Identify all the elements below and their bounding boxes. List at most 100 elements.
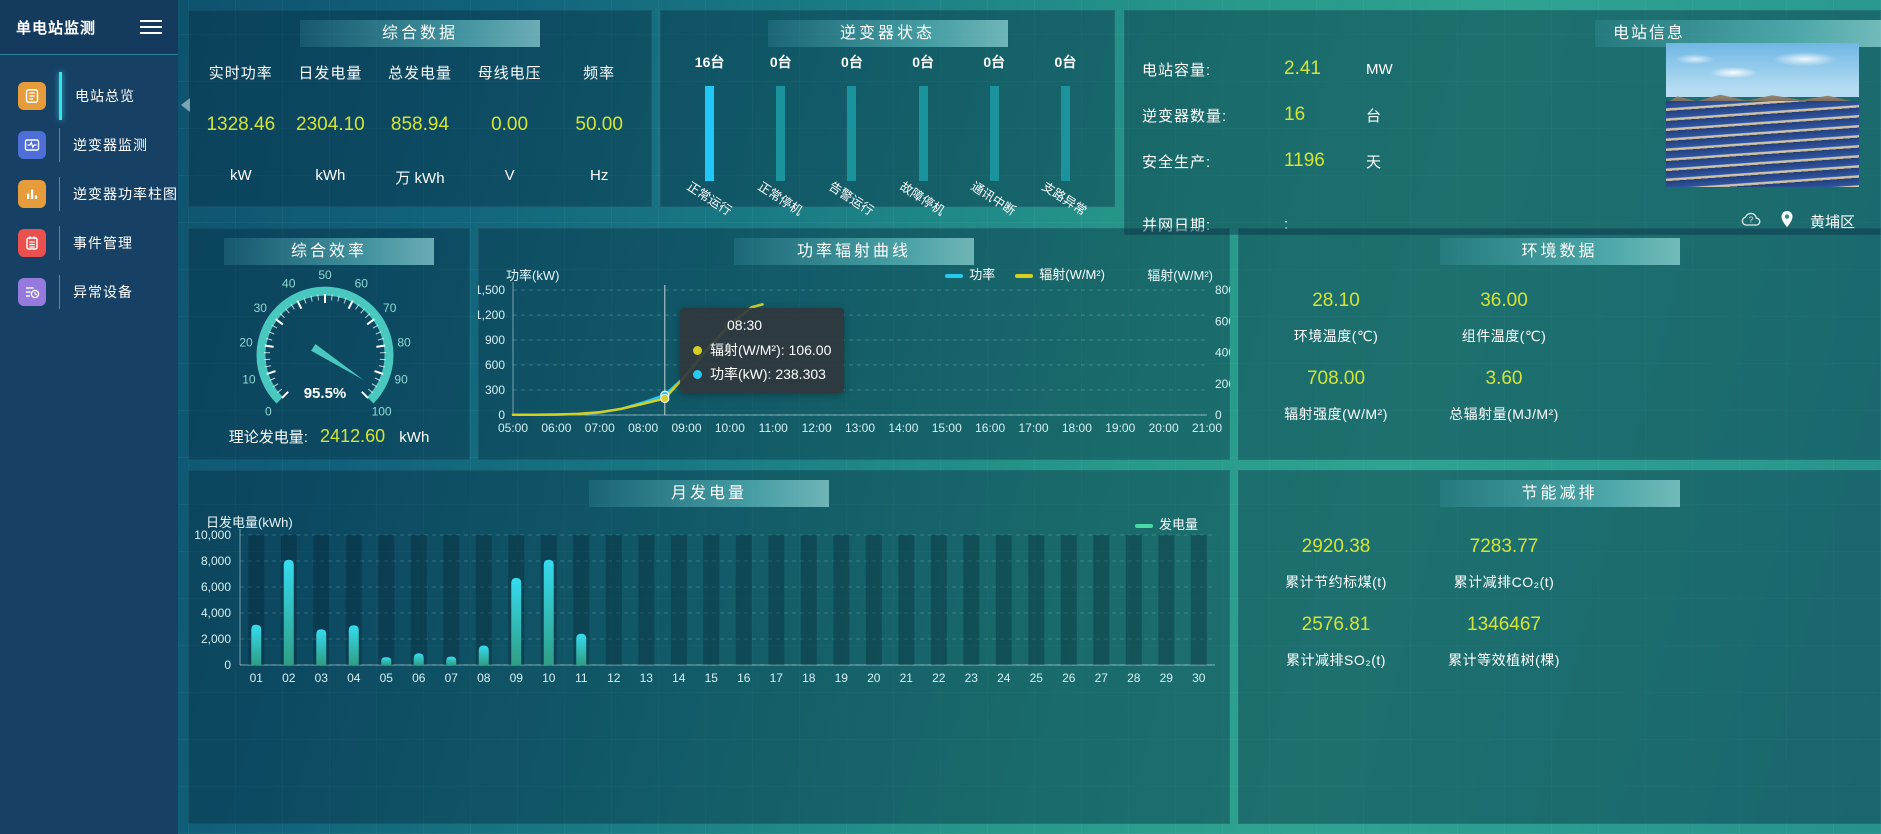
sidebar-item-1[interactable]: 电站总览 [0, 71, 178, 120]
svg-text:0: 0 [224, 658, 231, 672]
environment-stats: 28.10 环境温度(℃) 36.00 组件温度(℃) 708.00 辐射强度(W/M²)… [1252, 290, 1588, 424]
sidebar-collapse-arrow[interactable] [181, 98, 190, 112]
stat-cell: 1346467 累计等效植树(棵) [1420, 614, 1588, 670]
info-unit: 台 [1366, 107, 1382, 125]
legend-item[interactable]: 辐射(W/M²) [1015, 264, 1105, 283]
summary-stat: 总发电量 858.94 万 kWh [375, 62, 465, 188]
svg-text:70: 70 [383, 301, 397, 315]
legend-label[interactable]: 发电量 [1158, 517, 1198, 532]
series-dot-icon [693, 345, 702, 355]
panel-savings-title: 节能减排 [1439, 480, 1680, 507]
stat-value: 7283.77 [1469, 536, 1539, 557]
svg-text:25: 25 [1030, 671, 1044, 685]
inverter-status-column[interactable]: 0台 故障停机 [888, 52, 959, 218]
inverter-bar [1060, 86, 1070, 181]
summary-stat: 频率 50.00 Hz [554, 62, 644, 188]
stat-cell: 2576.81 累计减排SO₂(t) [1252, 614, 1420, 670]
svg-text:08:00: 08:00 [628, 421, 658, 435]
item-divider [59, 127, 60, 162]
document-icon [18, 81, 46, 110]
summary-stat: 实时功率 1328.46 kW [196, 62, 286, 188]
stat-unit: 万 kWh [395, 170, 445, 187]
stat-value: 2920.38 [1301, 536, 1371, 557]
monitor-icon [18, 130, 46, 159]
svg-text:300: 300 [485, 383, 505, 397]
location-label[interactable]: 黄埔区 [1809, 213, 1855, 231]
monthly-energy-chart[interactable]: 0 2,000 4,000 6,000 8,000 10,000 01 02 03 04 05 06 0… [188, 470, 1230, 824]
inverter-state-label: 支路异常 [1039, 179, 1090, 219]
legend-item[interactable]: 功率 [945, 264, 995, 283]
sidebar-item-3[interactable]: 逆变器功率柱图 [0, 169, 178, 218]
notebook-icon [18, 228, 46, 257]
svg-text:16:00: 16:00 [975, 421, 1005, 435]
station-info-row: 电站容量: 2.41 MW [1142, 58, 1393, 80]
theory-energy-label: 理论发电量: [228, 429, 308, 446]
inverter-count: 0台 [841, 54, 863, 70]
inverter-count: 16台 [694, 54, 725, 70]
info-value: 16 [1284, 104, 1306, 125]
sidebar-item-label: 异常设备 [73, 283, 133, 300]
right-axis-title: 辐射(W/M²) [1147, 268, 1213, 283]
sidebar-item-4[interactable]: 事件管理 [0, 218, 178, 267]
svg-text:20: 20 [867, 671, 881, 685]
app-title: 单电站监测 [16, 19, 97, 37]
tooltip-text: 功率(kW): 238.303 [710, 366, 826, 382]
panel-monthly-title: 月发电量 [589, 480, 829, 507]
sidebar-item-label: 电站总览 [75, 87, 135, 104]
inverter-status-column[interactable]: 0台 告警运行 [816, 52, 887, 218]
main-content: 综合数据 实时功率 1328.46 kW 日发电量 2304.10 kWh 总发电量 858.… [178, 0, 1881, 834]
svg-text:200: 200 [1215, 377, 1230, 391]
svg-text:11:00: 11:00 [759, 421, 788, 435]
location-pin-icon[interactable] [1780, 210, 1794, 232]
bar-chart-icon [18, 179, 46, 208]
svg-text:60: 60 [355, 277, 369, 291]
inverter-bar [918, 86, 928, 181]
svg-text:21:00: 21:00 [1192, 421, 1222, 435]
svg-text:08: 08 [477, 671, 491, 685]
panel-summary: 综合数据 实时功率 1328.46 kW 日发电量 2304.10 kWh 总发电量 858.… [188, 10, 652, 207]
svg-text:20:00: 20:00 [1149, 421, 1179, 435]
stat-value: 2576.81 [1301, 614, 1371, 635]
stat-label: 总辐射量(MJ/M²) [1449, 406, 1559, 422]
svg-text:28: 28 [1127, 671, 1141, 685]
inverter-status-column[interactable]: 0台 正常停机 [745, 52, 816, 218]
panel-environment: 环境数据 28.10 环境温度(℃) 36.00 组件温度(℃) 708.00 辐射强度(… [1238, 228, 1881, 460]
svg-text:40: 40 [282, 277, 296, 291]
sidebar-item-2[interactable]: 逆变器监测 [0, 120, 178, 169]
inverter-status-column[interactable]: 16台 正常运行 [674, 52, 745, 218]
stat-label: 累计等效植树(棵) [1448, 652, 1560, 668]
info-value: 2.41 [1284, 58, 1321, 79]
stat-label: 累计减排CO₂(t) [1453, 574, 1555, 590]
svg-text:0: 0 [265, 405, 272, 419]
power-radiation-chart[interactable]: 0 300 600 900 1,200 1,500 0 200 400 600 800 05:00 06… [475, 228, 1235, 460]
inverter-status-bars[interactable]: 16台 正常运行 0台 正常停机 0台 告警运行 0台 故障停机 0台 通讯中断 0台 支路异常 [674, 52, 1101, 218]
stat-value: 0.00 [491, 114, 529, 135]
monthly-axis-title: 日发电量(kWh) [206, 515, 293, 530]
stat-value: 858.94 [390, 114, 450, 135]
inverter-bar [776, 86, 786, 181]
sidebar-item-5[interactable]: 异常设备 [0, 267, 178, 316]
svg-text:27: 27 [1095, 671, 1109, 685]
svg-text:23: 23 [965, 671, 979, 685]
stat-value: 1346467 [1467, 614, 1541, 635]
panel-efficiency: 综合效率 0 10 20 30 40 50 60 70 80 90 100 95.5% 理论发电量: … [188, 228, 470, 460]
inverter-status-column[interactable]: 0台 支路异常 [1030, 52, 1101, 218]
stat-label: 辐射强度(W/M²) [1284, 406, 1388, 422]
svg-text:4,000: 4,000 [201, 606, 231, 620]
svg-text:04: 04 [347, 671, 361, 685]
svg-text:29: 29 [1160, 671, 1174, 685]
savings-stats: 2920.38 累计节约标煤(t) 7283.77 累计减排CO₂(t) 2576.81… [1252, 536, 1588, 670]
svg-text:15:00: 15:00 [932, 421, 962, 435]
svg-text:06: 06 [412, 671, 426, 685]
stat-value: 708.00 [1306, 368, 1366, 389]
item-divider [59, 71, 62, 120]
inverter-status-column[interactable]: 0台 通讯中断 [959, 52, 1030, 218]
info-unit: MW [1366, 60, 1393, 78]
svg-text:600: 600 [485, 358, 505, 372]
svg-text:17: 17 [770, 671, 784, 685]
menu-toggle-icon[interactable] [140, 16, 162, 38]
svg-text:50: 50 [318, 268, 332, 282]
left-axis-title: 功率(kW) [506, 268, 560, 283]
legend-dash [1134, 523, 1153, 528]
svg-text:02: 02 [282, 671, 296, 685]
